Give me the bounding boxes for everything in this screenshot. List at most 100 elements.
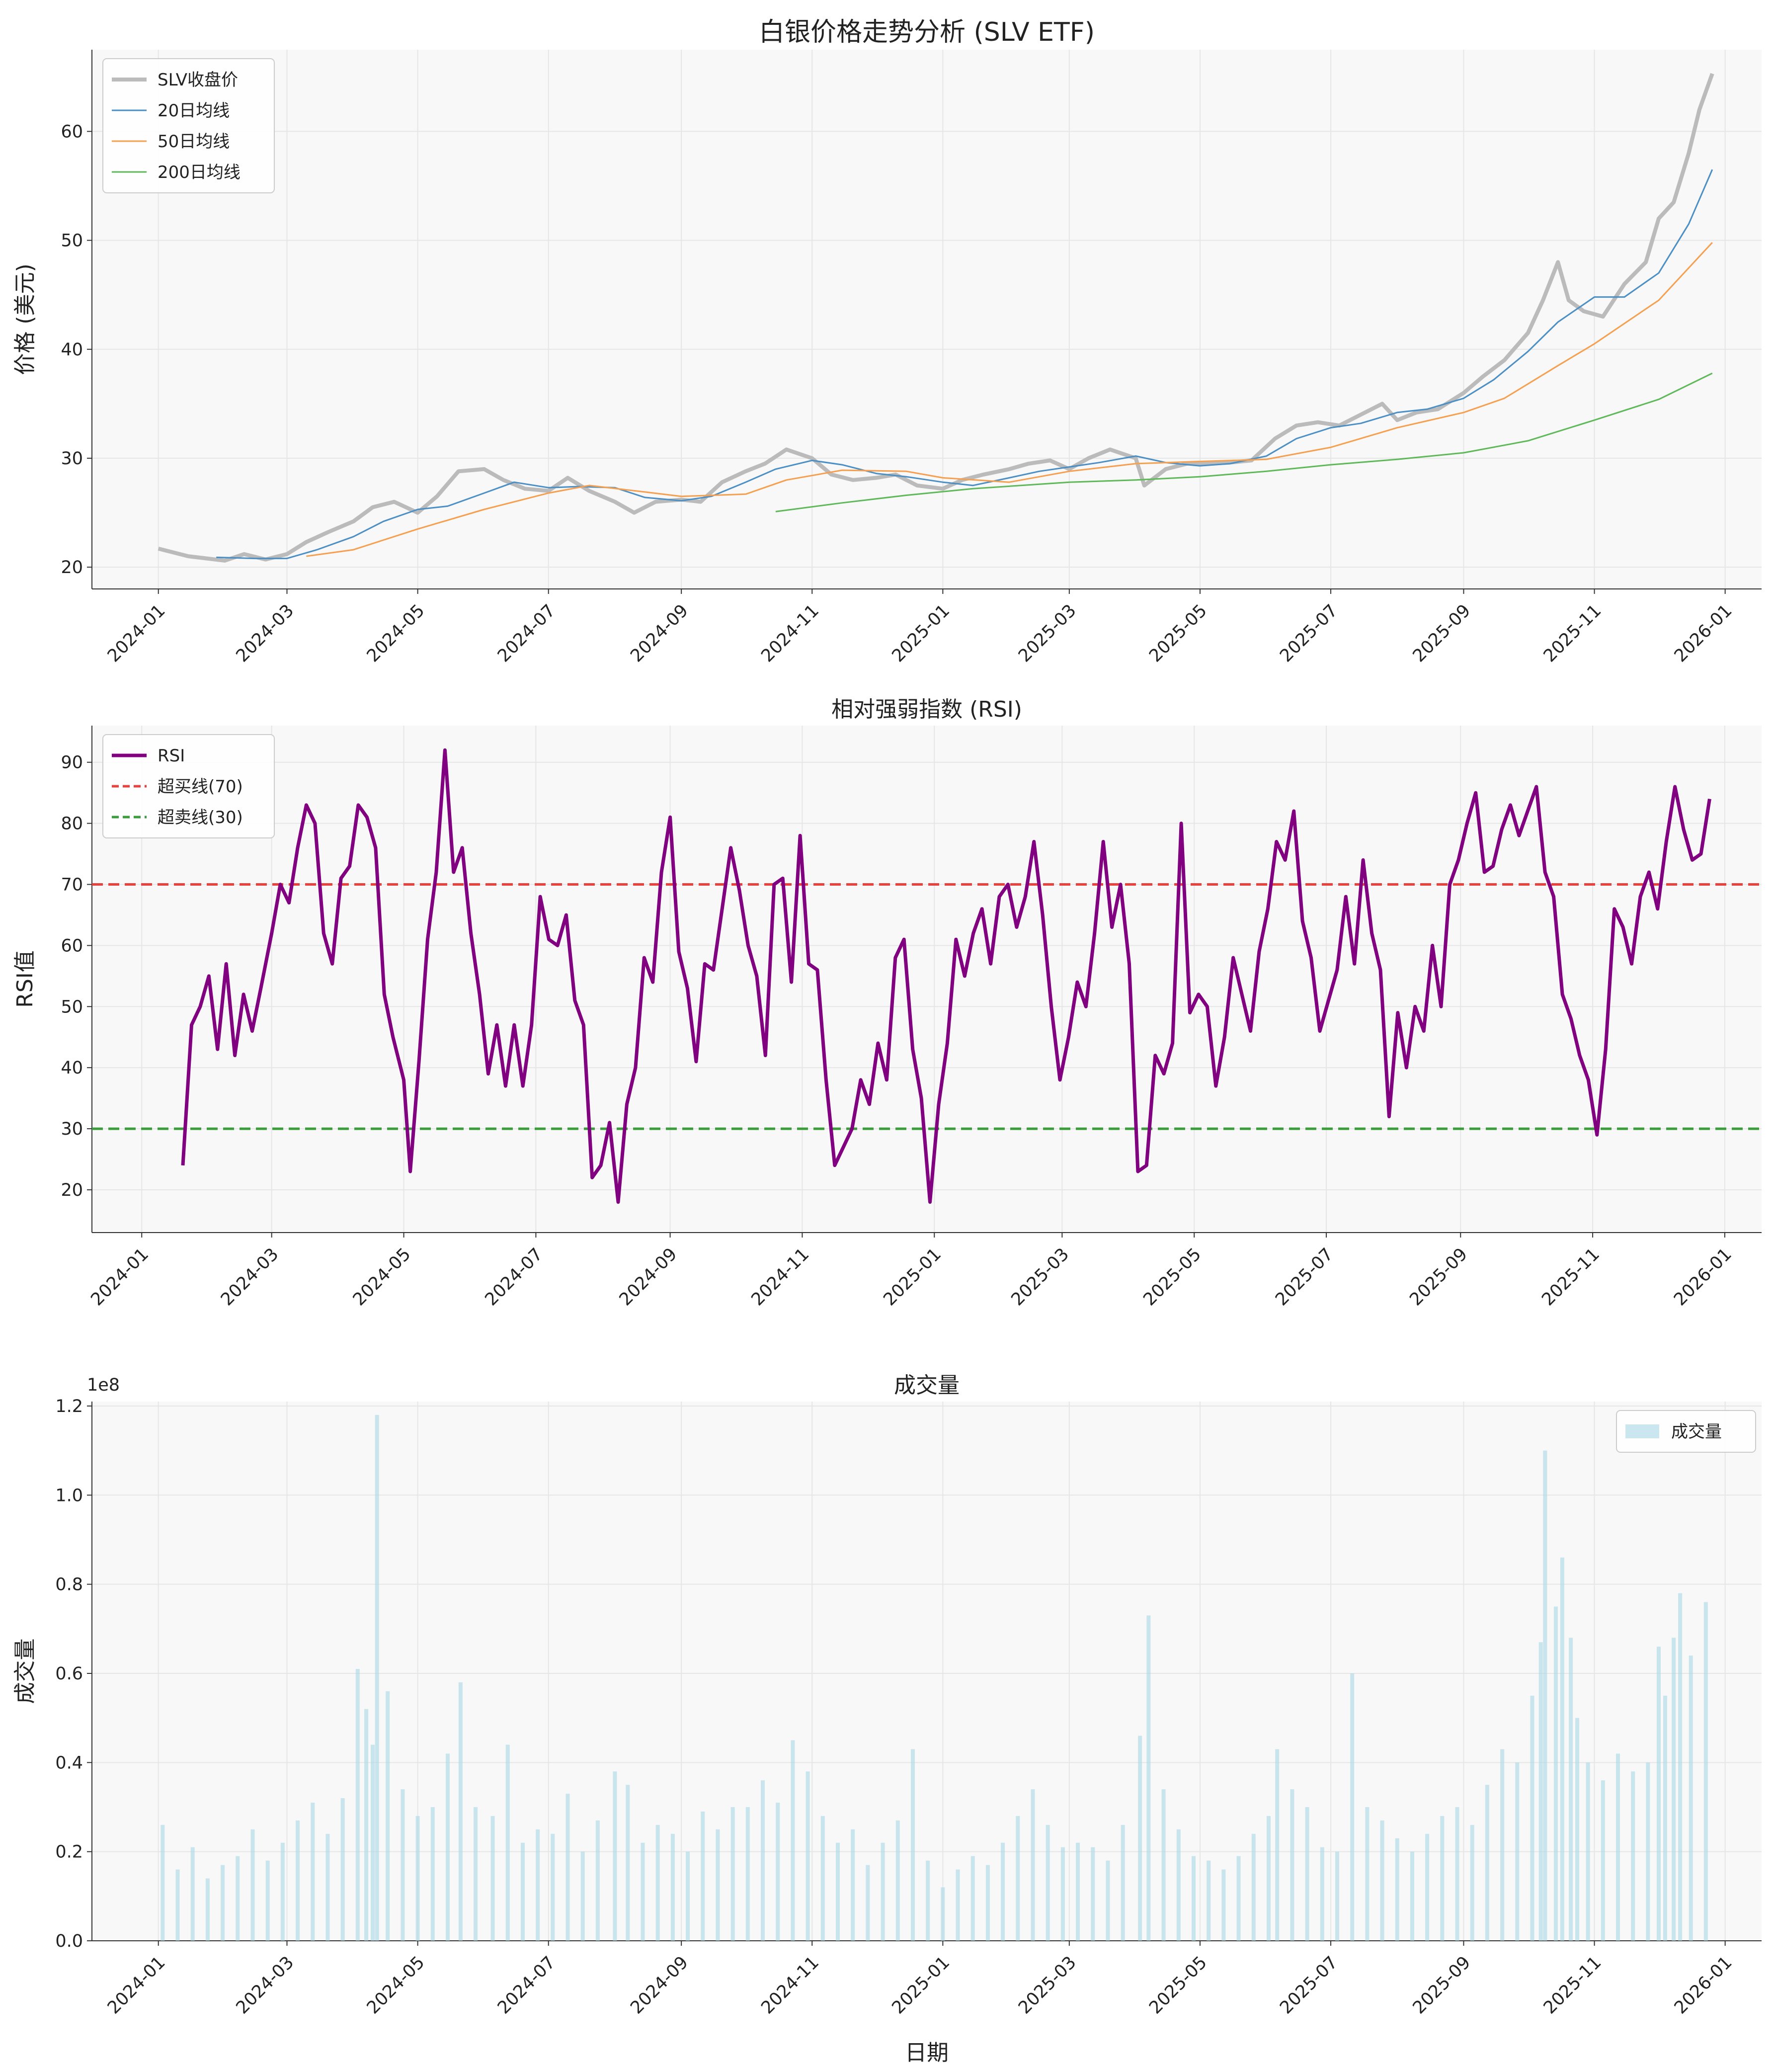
volume-bar (445, 1753, 450, 1941)
volume-bar (941, 1887, 945, 1941)
volume-bar (641, 1842, 645, 1941)
legend-label: SLV收盘价 (158, 70, 238, 90)
volume-bar (613, 1771, 617, 1941)
volume-bar (701, 1811, 705, 1941)
y-scale-offset-label: 1e8 (87, 1375, 120, 1395)
x-tick-label: 2024-07 (494, 601, 560, 666)
legend-label: 超卖线(30) (158, 808, 243, 828)
volume-bar (161, 1824, 165, 1941)
volume-bar (250, 1829, 255, 1941)
y-tick-label: 0.2 (55, 1842, 83, 1862)
volume-bar (1350, 1673, 1355, 1941)
volume-bar (1207, 1860, 1211, 1941)
y-tick-label: 40 (61, 340, 83, 360)
volume-bar (1560, 1557, 1564, 1941)
volume-bar (1236, 1856, 1241, 1941)
volume-bar (1689, 1656, 1693, 1941)
x-tick-label: 2024-09 (616, 1244, 681, 1310)
volume-bar (386, 1691, 390, 1941)
volume-bar (1663, 1695, 1667, 1941)
x-tick-label: 2024-11 (748, 1244, 813, 1310)
y-tick-label: 50 (61, 997, 83, 1017)
volume-bar (1176, 1829, 1181, 1941)
plot-content (92, 748, 1762, 1204)
volume-bar (1046, 1824, 1050, 1941)
volume-bar (430, 1807, 435, 1941)
volume-bar (1121, 1824, 1125, 1941)
volume-bar (1395, 1838, 1399, 1941)
volume-bar (325, 1833, 330, 1941)
chart-title: 成交量 (894, 1373, 960, 1398)
volume-bar (1266, 1816, 1271, 1941)
x-tick-label: 2024-11 (757, 601, 823, 666)
volume-bar (1672, 1638, 1676, 1941)
legend-swatch (1625, 1424, 1659, 1438)
x-tick-label: 2025-05 (1139, 1244, 1205, 1310)
volume-bar (1106, 1860, 1110, 1941)
x-tick-label: 2024-01 (104, 1953, 169, 2018)
x-tick-label: 2024-11 (757, 1953, 823, 2018)
x-tick-label: 2024-05 (363, 601, 429, 666)
volume-bar (1335, 1851, 1339, 1941)
volume-bar (851, 1829, 855, 1941)
volume-bar (791, 1740, 795, 1941)
x-tick-label: 2024-09 (627, 601, 692, 666)
volume-bar (1251, 1833, 1256, 1941)
x-tick-label: 2024-05 (349, 1244, 415, 1310)
volume-bar (1410, 1851, 1414, 1941)
x-tick-label: 2026-01 (1671, 601, 1736, 666)
x-tick-label: 2026-01 (1671, 1953, 1736, 2018)
volume-bar (1425, 1833, 1430, 1941)
volume-bar (1530, 1695, 1534, 1941)
volume-bar (1275, 1749, 1280, 1941)
series-line-3 (306, 242, 1713, 557)
y-tick-label: 60 (61, 122, 83, 142)
volume-bar (776, 1803, 780, 1941)
volume-bar (1060, 1847, 1065, 1941)
volume-bar (1678, 1593, 1683, 1941)
volume-bar (1076, 1842, 1080, 1941)
volume-bar (1543, 1450, 1547, 1941)
volume-bar (551, 1833, 555, 1941)
volume-bar (670, 1833, 675, 1941)
volume-bar (745, 1807, 750, 1941)
x-tick-label: 2024-07 (482, 1244, 547, 1310)
x-tick-label: 2024-01 (87, 1244, 153, 1310)
volume-bar (280, 1842, 285, 1941)
volume-bar (296, 1820, 300, 1941)
volume-bar (836, 1842, 840, 1941)
volume-bar (205, 1878, 210, 1941)
volume-bar (1616, 1753, 1620, 1941)
volume-bar (761, 1780, 765, 1941)
x-tick-label: 2025-09 (1409, 1953, 1475, 2018)
volume-bar (820, 1816, 825, 1941)
x-tick-label: 2024-03 (233, 601, 298, 666)
volume-bar (364, 1709, 369, 1941)
volume-bar (1485, 1785, 1489, 1941)
x-axis-label: 日期 (905, 2040, 949, 2066)
volume-bar (1631, 1771, 1635, 1941)
y-axis-label: RSI值 (12, 950, 38, 1007)
volume-bar (1455, 1807, 1459, 1941)
volume-bar (221, 1865, 225, 1941)
chart-title: 白银价格走势分析 (SLV ETF) (759, 17, 1095, 47)
volume-bar (1016, 1816, 1020, 1941)
y-tick-label: 0.4 (55, 1753, 83, 1773)
volume-bar (401, 1789, 405, 1941)
volume-bar (1365, 1807, 1370, 1941)
chart-panel-3: 0.0 0.2 0.4 0.6 0.8 1.0 1.2 2024-01 2024-03 2024-… (12, 1373, 1762, 2066)
x-tick-label: 2024-09 (627, 1953, 692, 2018)
volume-bar (895, 1820, 900, 1941)
plot-area (92, 50, 1762, 589)
volume-bar (505, 1744, 510, 1941)
volume-bar (595, 1820, 600, 1941)
volume-bar (536, 1829, 540, 1941)
volume-bar (340, 1798, 345, 1941)
y-tick-label: 40 (61, 1058, 83, 1078)
y-tick-label: 90 (61, 753, 83, 773)
legend-label: 50日均线 (158, 132, 230, 152)
volume-bar (730, 1807, 735, 1941)
volume-bar (1646, 1762, 1650, 1941)
x-tick-label: 2025-07 (1272, 1244, 1337, 1310)
